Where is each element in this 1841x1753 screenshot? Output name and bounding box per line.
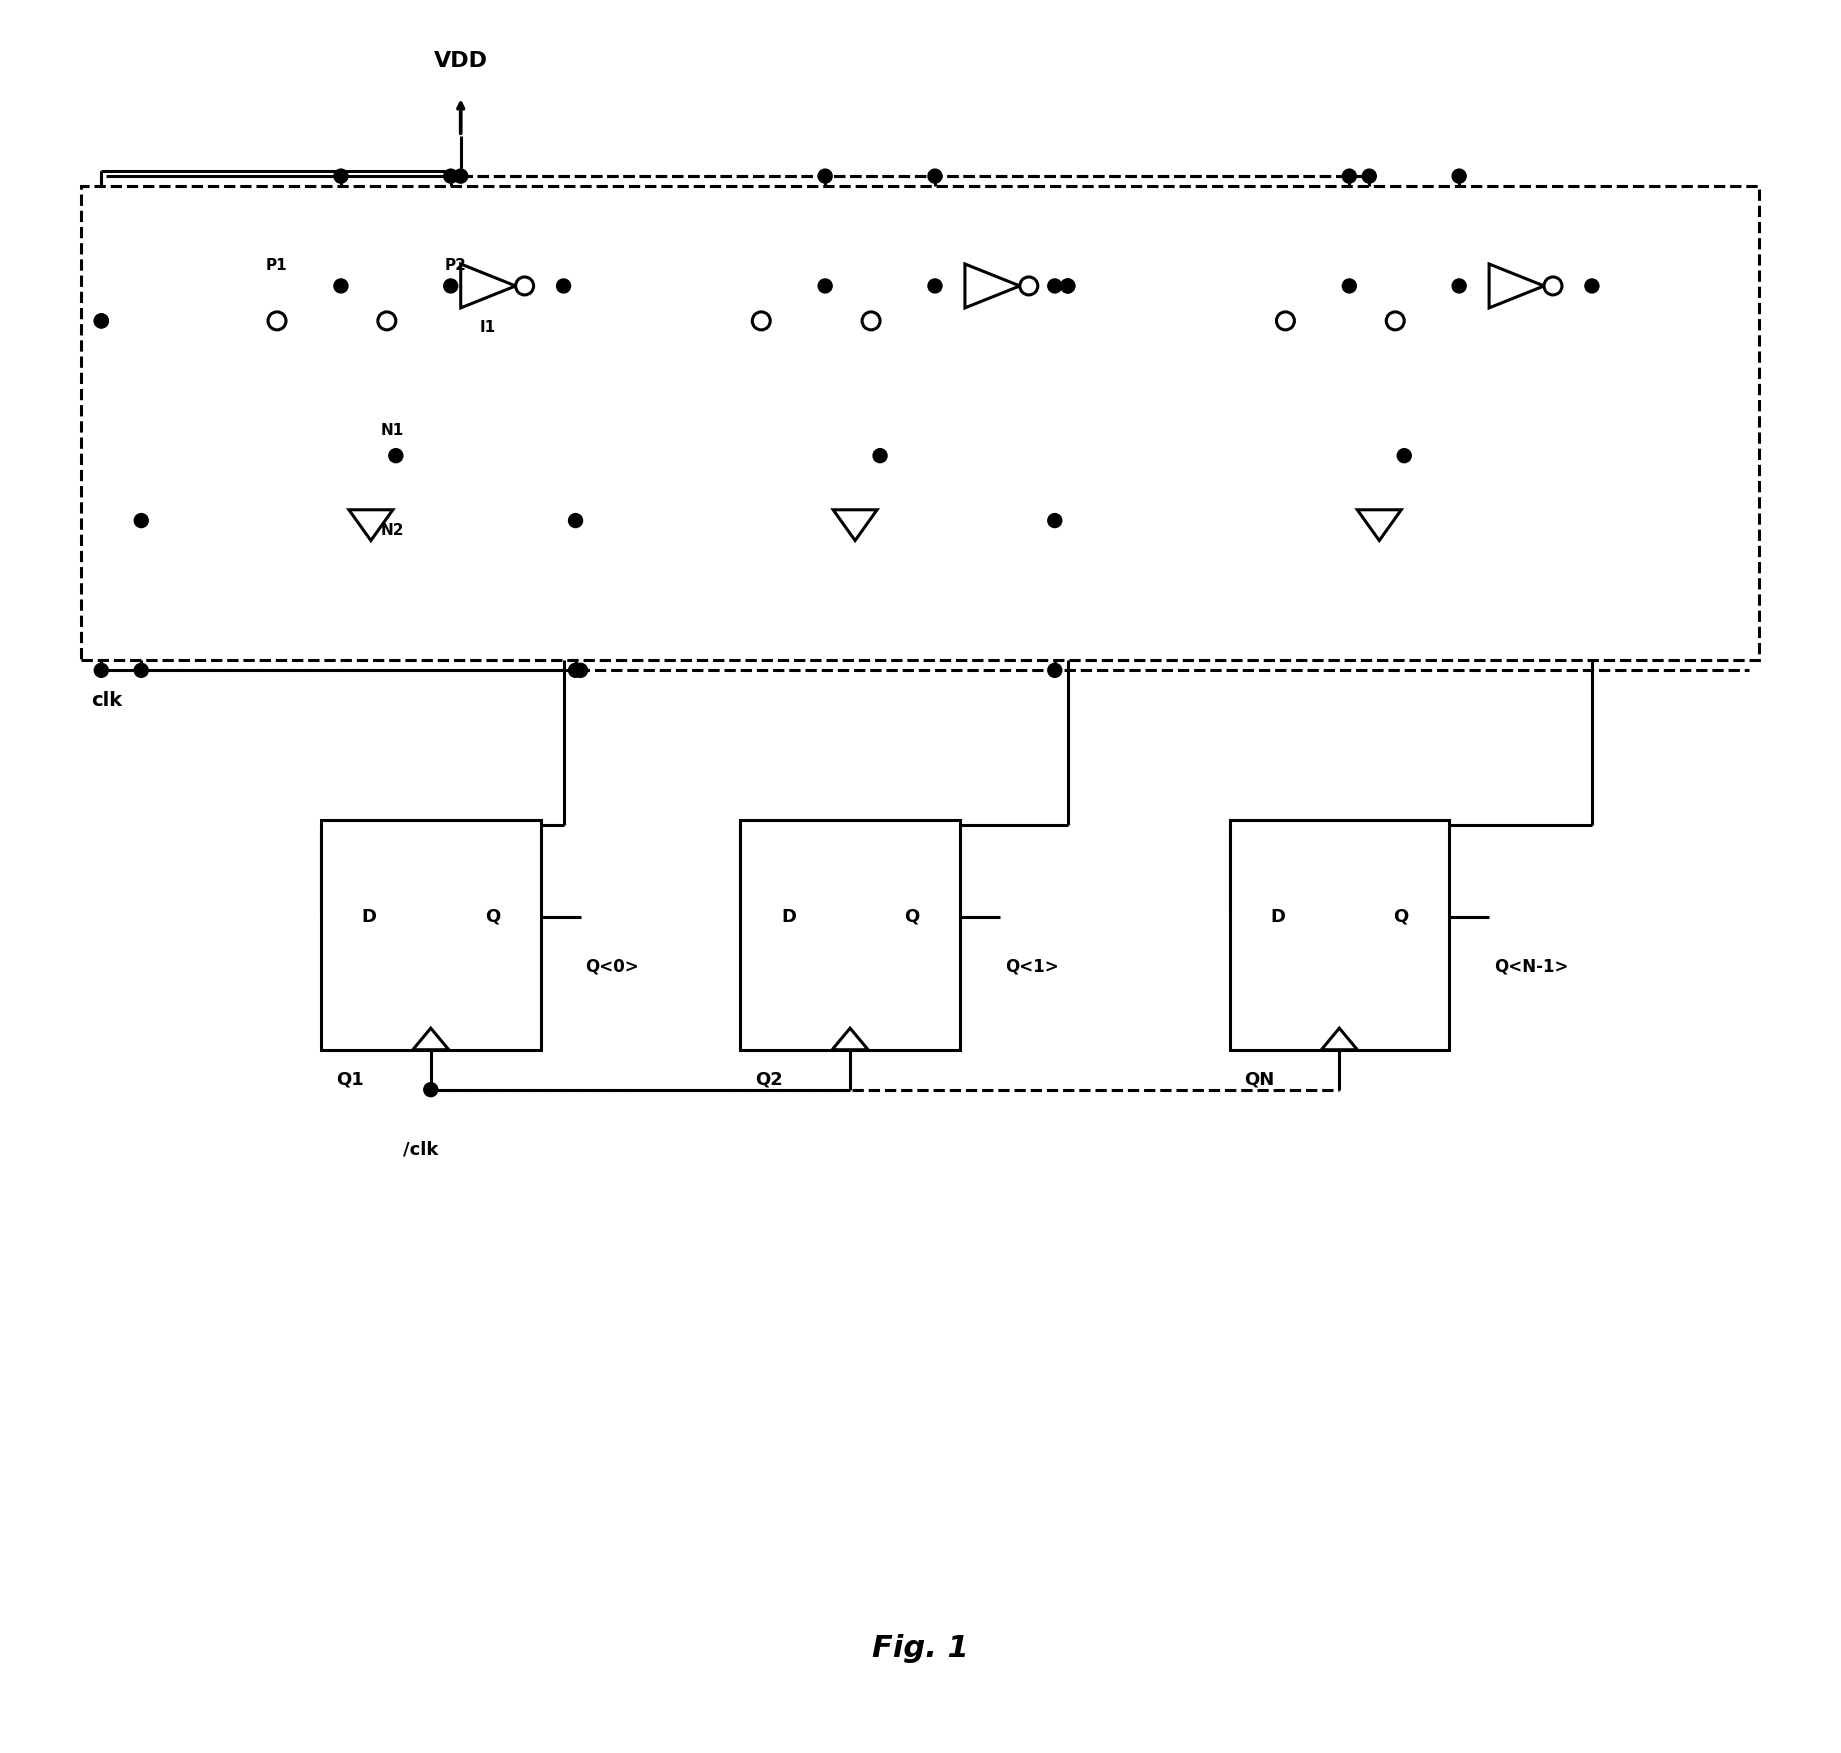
Circle shape bbox=[377, 312, 396, 330]
Circle shape bbox=[453, 168, 468, 182]
Circle shape bbox=[928, 279, 943, 293]
Text: D: D bbox=[363, 908, 377, 926]
Text: Q: Q bbox=[1394, 908, 1408, 926]
Circle shape bbox=[333, 279, 348, 293]
Circle shape bbox=[1342, 279, 1357, 293]
Circle shape bbox=[423, 1083, 438, 1097]
Text: /clk: /clk bbox=[403, 1141, 438, 1159]
Text: 10N: 10N bbox=[1064, 237, 1108, 256]
Bar bbox=[1049, 216, 1749, 640]
Circle shape bbox=[515, 277, 534, 295]
Circle shape bbox=[873, 449, 887, 463]
Text: VDD: VDD bbox=[434, 51, 488, 72]
Circle shape bbox=[574, 663, 587, 677]
Text: I1: I1 bbox=[481, 321, 495, 335]
Text: Q: Q bbox=[484, 908, 501, 926]
Circle shape bbox=[817, 279, 832, 293]
Circle shape bbox=[1048, 514, 1062, 528]
Bar bbox=[740, 820, 959, 1050]
Circle shape bbox=[134, 514, 149, 528]
Text: P2: P2 bbox=[446, 258, 466, 273]
Circle shape bbox=[94, 314, 109, 328]
Circle shape bbox=[1020, 277, 1038, 295]
Text: N1: N1 bbox=[381, 422, 405, 438]
Circle shape bbox=[94, 314, 109, 328]
Bar bbox=[81, 186, 1758, 661]
Circle shape bbox=[569, 514, 582, 528]
Circle shape bbox=[444, 168, 458, 182]
Text: Q2: Q2 bbox=[755, 1071, 782, 1089]
Text: Q<0>: Q<0> bbox=[585, 957, 639, 975]
Circle shape bbox=[444, 279, 458, 293]
Circle shape bbox=[817, 168, 832, 182]
Bar bbox=[1230, 820, 1449, 1050]
Bar bbox=[320, 820, 541, 1050]
Text: P1: P1 bbox=[265, 258, 287, 273]
Circle shape bbox=[569, 663, 582, 677]
Circle shape bbox=[1386, 312, 1405, 330]
Text: Q1: Q1 bbox=[335, 1071, 365, 1089]
Circle shape bbox=[1585, 279, 1600, 293]
Circle shape bbox=[388, 449, 403, 463]
Circle shape bbox=[1397, 449, 1412, 463]
Circle shape bbox=[1048, 279, 1062, 293]
Text: Q<1>: Q<1> bbox=[1005, 957, 1059, 975]
Text: Q<N-1>: Q<N-1> bbox=[1495, 957, 1569, 975]
Circle shape bbox=[556, 279, 571, 293]
Circle shape bbox=[1545, 277, 1561, 295]
Circle shape bbox=[1060, 279, 1075, 293]
Text: 10A: 10A bbox=[110, 221, 153, 240]
Bar bbox=[96, 202, 571, 640]
Text: D: D bbox=[1270, 908, 1285, 926]
Circle shape bbox=[1048, 663, 1062, 677]
Circle shape bbox=[862, 312, 880, 330]
Bar bbox=[571, 202, 959, 640]
Circle shape bbox=[134, 663, 149, 677]
Text: QN: QN bbox=[1245, 1071, 1274, 1089]
Circle shape bbox=[1362, 168, 1377, 182]
Text: 10B: 10B bbox=[585, 221, 628, 240]
Circle shape bbox=[1276, 312, 1294, 330]
Circle shape bbox=[928, 168, 943, 182]
Text: Q: Q bbox=[904, 908, 919, 926]
Text: Fig. 1: Fig. 1 bbox=[871, 1634, 968, 1664]
Text: clk: clk bbox=[92, 691, 123, 710]
Circle shape bbox=[1060, 279, 1075, 293]
Circle shape bbox=[333, 168, 348, 182]
Text: D: D bbox=[781, 908, 795, 926]
Circle shape bbox=[94, 663, 109, 677]
Circle shape bbox=[1342, 168, 1357, 182]
Circle shape bbox=[269, 312, 285, 330]
Text: N2: N2 bbox=[381, 522, 405, 538]
Circle shape bbox=[1453, 168, 1465, 182]
Circle shape bbox=[753, 312, 770, 330]
Circle shape bbox=[1453, 279, 1465, 293]
